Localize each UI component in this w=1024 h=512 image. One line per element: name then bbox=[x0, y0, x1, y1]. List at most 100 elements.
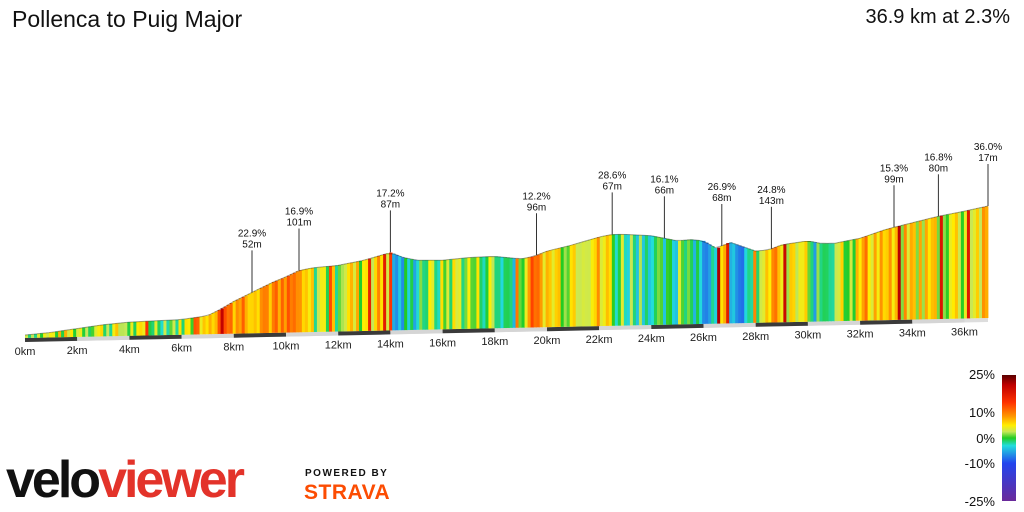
gradient-bar bbox=[151, 320, 155, 336]
annotation-grade: 17.2% bbox=[376, 188, 404, 199]
gradient-bar bbox=[229, 303, 234, 334]
gradient-bar bbox=[362, 260, 366, 331]
gradient-bar bbox=[623, 234, 628, 326]
gradient-bar bbox=[960, 211, 965, 319]
gradient-bar bbox=[127, 322, 131, 336]
annotation-length: 96m bbox=[527, 202, 546, 213]
gradient-bar bbox=[31, 334, 35, 338]
gradient-bar bbox=[226, 304, 231, 334]
gradient-bar bbox=[653, 236, 658, 325]
gradient-bar bbox=[509, 257, 513, 328]
gradient-bar bbox=[662, 238, 667, 325]
gradient-bar bbox=[804, 241, 808, 322]
gradient-bar bbox=[37, 333, 41, 338]
gradient-bar bbox=[641, 235, 646, 326]
gradient-bar bbox=[563, 246, 568, 327]
gradient-bar bbox=[524, 257, 528, 328]
annotation-grade: 26.9% bbox=[708, 182, 736, 193]
annotation-grade: 12.2% bbox=[522, 191, 550, 202]
gradient-bar bbox=[133, 321, 137, 336]
gradient-bar bbox=[247, 293, 252, 334]
gradient-bar bbox=[43, 333, 47, 338]
gradient-bar bbox=[551, 249, 556, 328]
climb-annotations: 22.9%52m 16.9%101m 17.2%87m 12.2%96m 28.6%67… bbox=[238, 142, 1002, 293]
chart-title: Pollenca to Puig Major bbox=[12, 6, 243, 32]
gradient-bar bbox=[304, 269, 309, 333]
gradient-bar bbox=[644, 235, 649, 326]
gradient-bar bbox=[28, 334, 32, 338]
gradient-bar bbox=[650, 235, 655, 325]
gradient-bar bbox=[542, 252, 547, 328]
gradient-bar bbox=[142, 321, 146, 336]
gradient-bar bbox=[819, 243, 823, 322]
gradient-bar bbox=[963, 210, 968, 319]
gradient-bar bbox=[410, 259, 414, 330]
gradient-bar bbox=[46, 332, 50, 338]
gradient-bar bbox=[870, 234, 875, 321]
gradient-bar bbox=[455, 258, 459, 330]
x-tick-label: 14km bbox=[377, 338, 404, 350]
gradient-bar bbox=[250, 292, 255, 334]
gradient-bar bbox=[419, 260, 423, 330]
gradient-bar bbox=[750, 249, 754, 323]
gradient-bar bbox=[76, 328, 80, 337]
gradient-bar bbox=[422, 260, 426, 330]
gradient-bar bbox=[67, 329, 71, 338]
gradient-bar bbox=[103, 324, 107, 337]
x-tick-label: 8km bbox=[223, 342, 244, 354]
gradient-bar bbox=[476, 257, 480, 329]
gradient-bar bbox=[196, 317, 200, 335]
gradient-bar bbox=[687, 239, 691, 325]
gradient-bar bbox=[924, 219, 929, 320]
axis-segment bbox=[24, 336, 78, 342]
gradient-bar bbox=[885, 228, 890, 321]
gradient-bar bbox=[840, 241, 844, 322]
gradient-bar bbox=[61, 330, 65, 338]
axis-segment bbox=[77, 335, 130, 341]
gradient-bar bbox=[834, 243, 838, 322]
gradient-bar bbox=[488, 256, 492, 329]
x-tick-label: 0km bbox=[15, 346, 36, 358]
gradient-bar bbox=[85, 327, 89, 337]
annotation-grade: 24.8% bbox=[757, 185, 785, 196]
annotation-grade: 16.9% bbox=[285, 207, 313, 218]
gradient-bar bbox=[726, 243, 730, 324]
gradient-bar bbox=[942, 215, 947, 319]
gradient-bar bbox=[572, 244, 577, 327]
gradient-bar bbox=[440, 260, 444, 330]
gradient-bar bbox=[741, 246, 745, 324]
gradient-bar bbox=[40, 333, 44, 338]
x-tick-label: 2km bbox=[67, 345, 88, 357]
x-tick-label: 4km bbox=[119, 344, 140, 356]
gradient-bar bbox=[497, 256, 501, 329]
gradient-bar bbox=[259, 287, 264, 334]
gradient-bar bbox=[864, 236, 869, 321]
gradient-bar bbox=[714, 248, 718, 324]
gradient-bar bbox=[807, 241, 811, 322]
gradient-bar bbox=[846, 240, 850, 321]
gradient-bar bbox=[828, 243, 832, 322]
gradient-bar bbox=[277, 279, 282, 333]
gradient-bar bbox=[897, 226, 902, 320]
gradient-bar bbox=[647, 235, 652, 326]
gradient-bar bbox=[786, 243, 790, 323]
gradient-bar bbox=[404, 258, 408, 331]
gradient-bar bbox=[322, 266, 327, 332]
gradient-bar bbox=[690, 239, 694, 325]
gradient-bar bbox=[325, 266, 330, 332]
gradient-bar bbox=[554, 248, 559, 327]
gradient-bar bbox=[64, 330, 68, 338]
gradient-bar bbox=[91, 326, 95, 337]
gradient-bar bbox=[187, 318, 191, 335]
gradient-bar bbox=[416, 260, 420, 330]
gradient-bar bbox=[975, 208, 980, 319]
gradient-bar bbox=[368, 258, 372, 331]
gradient-bar bbox=[900, 225, 905, 320]
gradient-bar bbox=[723, 244, 727, 324]
gradient-bar bbox=[735, 244, 739, 324]
gradient-bar bbox=[771, 248, 775, 323]
gradient-bar bbox=[765, 250, 769, 323]
annotation-grade: 15.3% bbox=[880, 163, 908, 174]
gradient-bar bbox=[280, 278, 285, 333]
